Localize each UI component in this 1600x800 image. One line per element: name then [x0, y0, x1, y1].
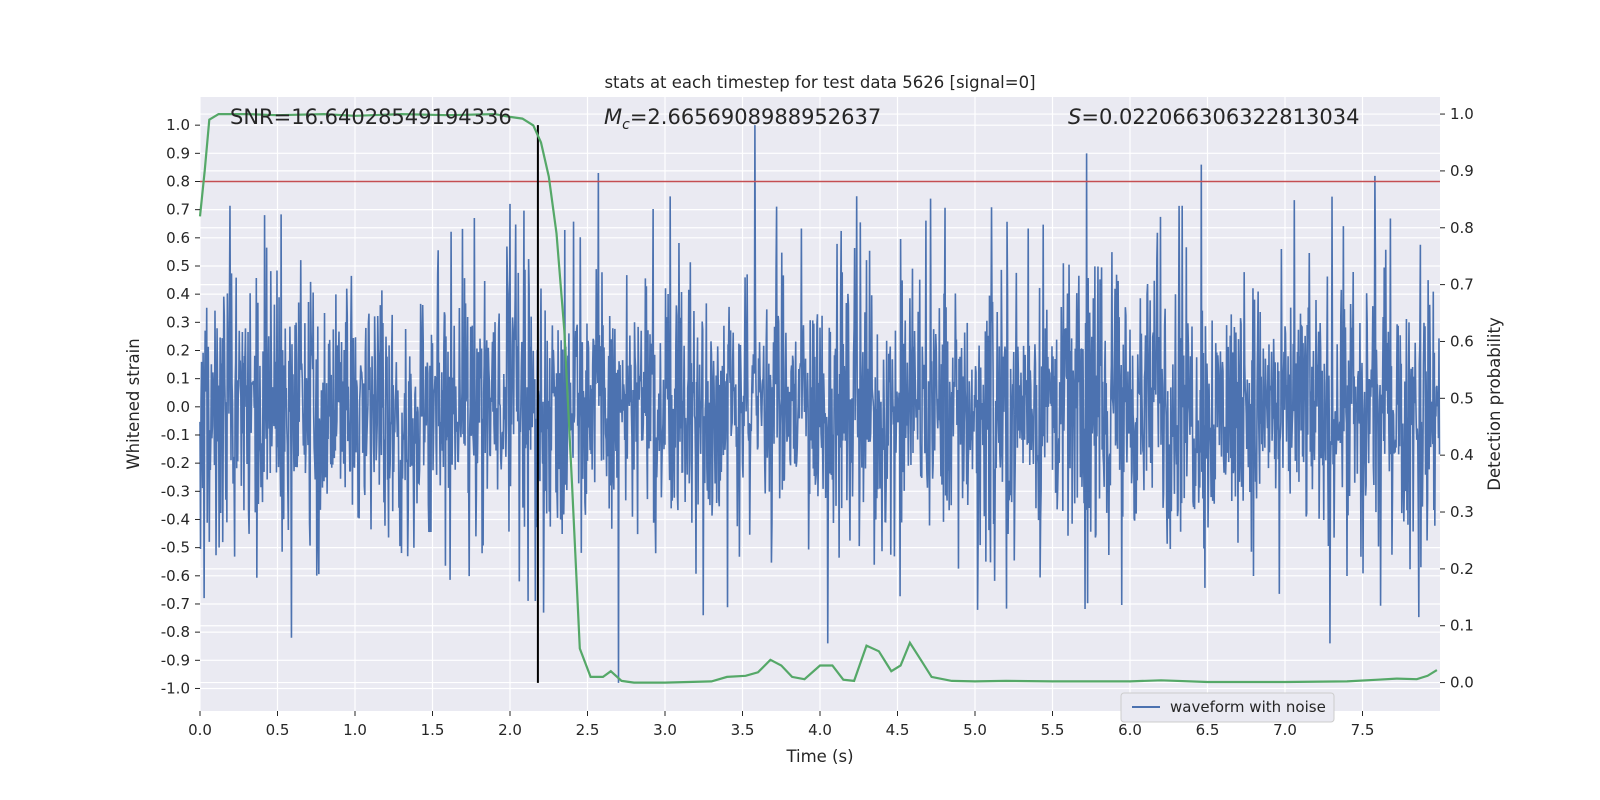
x-tick-label: 3.0 [653, 721, 677, 739]
y-right-tick-label: 1.0 [1450, 105, 1474, 123]
s-symbol: S [1068, 105, 1081, 129]
detection-probability-line [198, 112, 1438, 684]
x-tick-label: 2.0 [498, 721, 522, 739]
y-right-tick-label: 0.1 [1450, 617, 1474, 635]
s-value: =0.022066306322813034 [1081, 105, 1359, 129]
waveform-trace [199, 125, 1441, 683]
waveform-series [199, 125, 1441, 683]
y-left-axis-label: Whitened strain [124, 338, 143, 469]
x-tick-label: 7.5 [1351, 721, 1375, 739]
legend-label-waveform: waveform with noise [1170, 698, 1326, 716]
x-tick-label: 0.5 [266, 721, 290, 739]
mc-symbol: M [604, 105, 622, 129]
x-tick-label: 4.0 [808, 721, 832, 739]
y-left-tick-label: 0.4 [166, 285, 190, 303]
chirp-mass-annotation: Mc=2.6656908988952637 [604, 105, 881, 133]
y-right-axis-label: Detection probability [1485, 317, 1504, 491]
y-left-tick-label: 0.5 [166, 257, 190, 275]
y-left-tick-label: -0.9 [161, 651, 190, 669]
y-left-tick-label: -0.4 [161, 510, 190, 528]
x-tick-label: 0.0 [188, 721, 212, 739]
y-left-tick-label: -1.0 [161, 679, 190, 697]
y-left-tick-label: 0.7 [166, 201, 190, 219]
y-left-tick-label: -0.8 [161, 623, 190, 641]
y-left-tick-label: 0.0 [166, 398, 190, 416]
x-tick-label: 6.5 [1196, 721, 1220, 739]
y-left-tick-label: 1.0 [166, 116, 190, 134]
y-left-tick-label: -0.5 [161, 539, 190, 557]
y-right-tick-label: 0.0 [1450, 674, 1474, 692]
y-left-tick-label: 0.8 [166, 172, 190, 190]
y-left-tick-label: -0.1 [161, 426, 190, 444]
snr-annotation: SNR=16.64028549194336 [230, 105, 512, 129]
x-axis-label: Time (s) [785, 747, 853, 766]
s-annotation: S=0.022066306322813034 [1068, 105, 1359, 129]
x-axis-ticks: 0.0 0.5 1.0 1.5 2.0 2.5 3.0 3.5 4.0 4.5 5.0 5.5 6.0 6… [188, 711, 1374, 739]
y-left-tick-label: 0.3 [166, 313, 190, 331]
y-right-tick-label: 0.4 [1450, 446, 1474, 464]
y-left-tick-label: 0.9 [166, 144, 190, 162]
y-left-tick-label: -0.6 [161, 567, 190, 585]
chart-title: stats at each timestep for test data 562… [604, 73, 1035, 92]
x-tick-label: 1.0 [343, 721, 367, 739]
y-left-tick-label: 0.6 [166, 229, 190, 247]
y-left-tick-label: -0.7 [161, 595, 190, 613]
mc-value: =2.6656908988952637 [630, 105, 881, 129]
x-tick-label: 2.5 [576, 721, 600, 739]
y-left-tick-label: -0.3 [161, 482, 190, 500]
y-right-tick-label: 0.5 [1450, 389, 1474, 407]
y-right-tick-label: 0.9 [1450, 162, 1474, 180]
x-tick-label: 4.5 [886, 721, 910, 739]
y-left-tick-label: 0.1 [166, 370, 190, 388]
x-tick-label: 5.5 [1041, 721, 1065, 739]
y-right-tick-label: 0.7 [1450, 276, 1474, 294]
y-right-axis-ticks: 1.0 0.9 0.8 0.7 0.6 0.5 0.4 0.3 0.2 0.1 0.0 [1440, 105, 1474, 692]
y-left-tick-label: -0.2 [161, 454, 190, 472]
x-tick-label: 6.0 [1118, 721, 1142, 739]
y-right-tick-label: 0.8 [1450, 219, 1474, 237]
y-right-tick-label: 0.3 [1450, 503, 1474, 521]
y-left-tick-label: 0.2 [166, 341, 190, 359]
x-tick-label: 1.5 [421, 721, 445, 739]
legend: waveform with noise [1120, 692, 1335, 723]
y-right-tick-label: 0.6 [1450, 332, 1474, 350]
x-tick-label: 5.0 [963, 721, 987, 739]
legend-box [1120, 692, 1335, 723]
mc-subscript: c [622, 117, 630, 133]
x-tick-label: 7.0 [1273, 721, 1297, 739]
y-right-tick-label: 0.2 [1450, 560, 1474, 578]
y-left-axis-ticks: 1.0 0.9 0.8 0.7 0.6 0.5 0.4 0.3 0.2 0.1 0.0 -0.1 -0.… [161, 116, 200, 697]
x-tick-label: 3.5 [731, 721, 755, 739]
